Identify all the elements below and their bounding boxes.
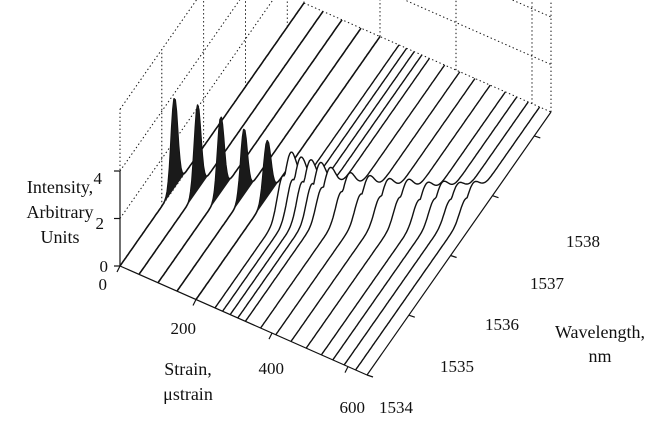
wavelength-tick bbox=[451, 256, 457, 258]
side-wall-grid-line bbox=[304, 0, 551, 17]
y-tick-label: 1536 bbox=[485, 315, 519, 334]
y-tick-label: 1537 bbox=[530, 274, 565, 293]
spectrum-trace bbox=[158, 20, 342, 283]
z-tick-label: 0 bbox=[100, 257, 109, 276]
grid-lines bbox=[120, 0, 551, 266]
back-wall-grid-line bbox=[120, 0, 304, 171]
x-axis-label-line: Strain, bbox=[164, 359, 212, 379]
strain-tick bbox=[193, 300, 196, 306]
z-axis-label-line: Arbitrary bbox=[27, 202, 94, 222]
wavelength-tick bbox=[493, 196, 499, 198]
spectrum-traces bbox=[120, 3, 540, 370]
spectrum-peak-fill bbox=[229, 129, 258, 216]
y-tick-label: 1538 bbox=[566, 232, 600, 251]
z-tick-label: 4 bbox=[94, 169, 103, 188]
spectrum-peak-fill bbox=[183, 105, 212, 211]
y-axis-label-line: nm bbox=[588, 346, 611, 366]
side-wall-grid-line bbox=[304, 0, 551, 65]
x-tick-label: 0 bbox=[99, 275, 108, 294]
back-wall-grid-line bbox=[120, 0, 304, 109]
z-axis-label-line: Units bbox=[40, 227, 79, 247]
z-tick-label: 2 bbox=[96, 214, 105, 233]
back-wall-grid-line bbox=[120, 0, 304, 219]
x-tick-label: 200 bbox=[171, 319, 197, 338]
y-tick-label: 1534 bbox=[379, 398, 414, 417]
y-axis-label-line: Wavelength, bbox=[555, 322, 645, 342]
wavelength-tick bbox=[367, 375, 373, 377]
wavelength-tick bbox=[534, 136, 540, 138]
spectrum-peak-fill bbox=[160, 98, 189, 209]
z-axis-label-line: Intensity, bbox=[27, 177, 93, 197]
x-tick-label: 600 bbox=[340, 398, 366, 417]
x-axis-label-line: μstrain bbox=[163, 384, 213, 404]
wavelength-axis-line bbox=[367, 112, 551, 375]
wavelength-tick bbox=[409, 315, 415, 317]
strain-tick bbox=[345, 367, 348, 373]
x-tick-label: 400 bbox=[259, 359, 285, 378]
strain-tick bbox=[269, 333, 272, 339]
spectrum-trace bbox=[120, 3, 304, 266]
spectrum-peak-fill bbox=[206, 117, 235, 214]
strain-tick bbox=[117, 266, 120, 272]
y-tick-label: 1535 bbox=[440, 357, 474, 376]
